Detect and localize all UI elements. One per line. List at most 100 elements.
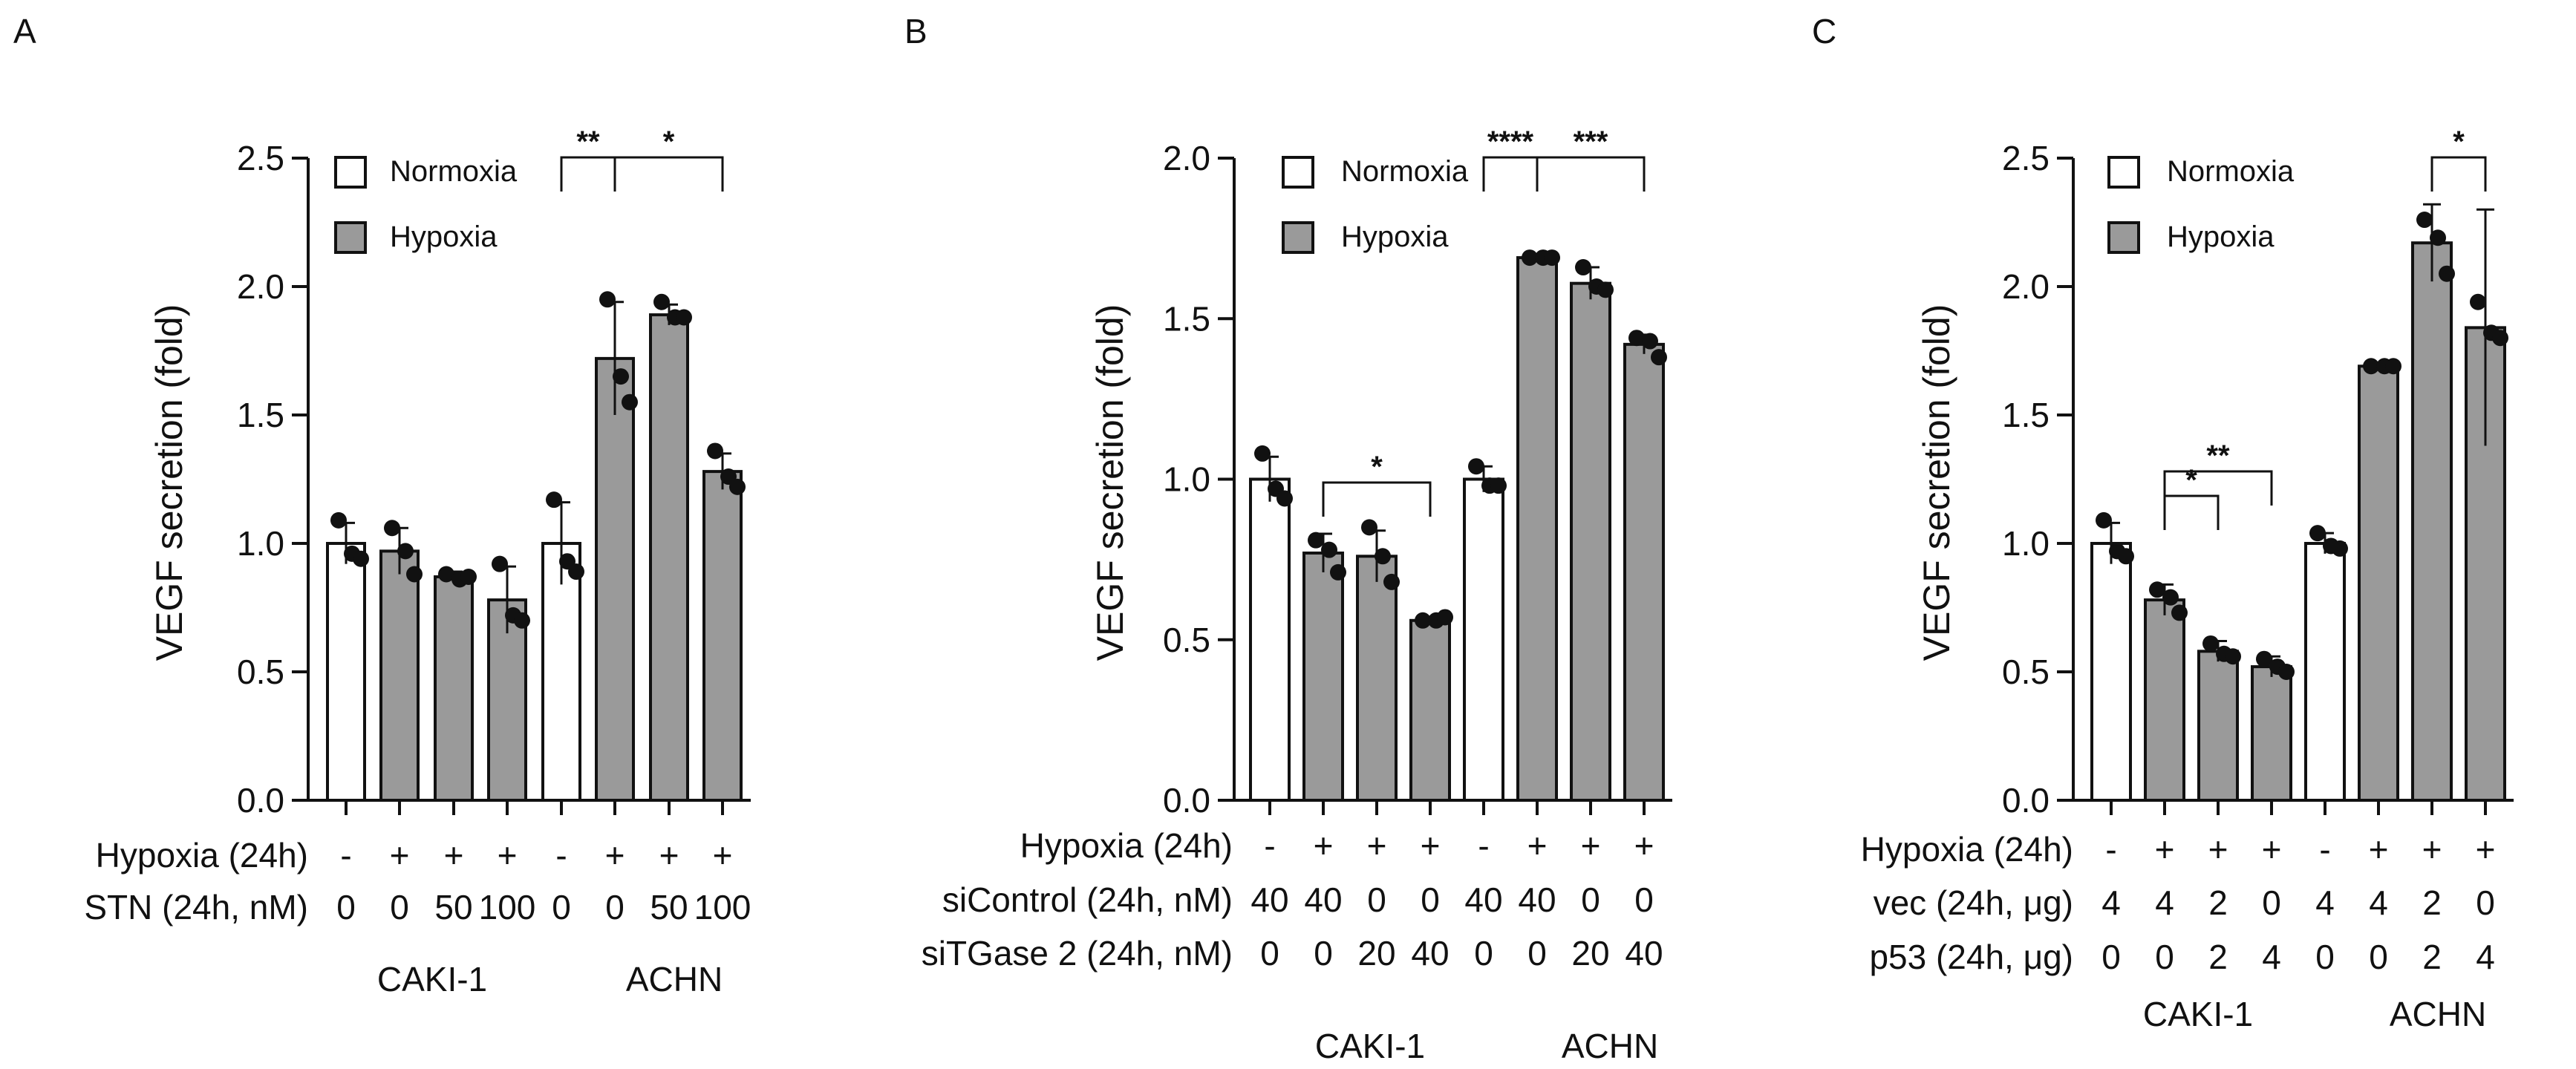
panel-a-bar	[702, 470, 743, 802]
panel-b-data-point	[1468, 458, 1484, 475]
panel-b-row-value: 0	[1581, 880, 1600, 919]
panel-c-data-point	[2332, 540, 2348, 557]
panel-c: C VEGF secretion (fold) 0.0 0.5 1.0 1.5 2.0 2…	[1812, 12, 2514, 1033]
panel-c-row-value: 0	[2315, 938, 2335, 976]
panel-a-data-point	[460, 568, 477, 585]
panel-c-legend-hypoxia-swatch	[2107, 221, 2140, 254]
panel-b-data-point	[1490, 477, 1507, 494]
panel-b-row-value: -	[1264, 826, 1275, 865]
panel-c-sig-bracket	[2430, 156, 2487, 192]
panel-b: B VEGF secretion (fold) 0.0 0.5 1.0 1.5 2.0 *…	[904, 12, 1672, 1065]
panel-a-bar	[649, 313, 689, 802]
panel-a-legend-hypoxia-swatch	[334, 221, 367, 254]
panel-a-y-axis-label: VEGF secretion (fold)	[149, 304, 190, 661]
panel-a-row-value: 50	[434, 888, 472, 926]
panel-b-sig-label: ****	[1487, 125, 1534, 158]
panel-b-row-value: 40	[1625, 934, 1663, 972]
panel-c-row-value: +	[2155, 830, 2175, 869]
panel-b-data-point	[1437, 609, 1453, 626]
panel-c-legend-hypoxia-label: Hypoxia	[2167, 220, 2275, 253]
panel-b-row-value: 40	[1411, 934, 1449, 972]
panel-a-row-value: +	[605, 836, 625, 875]
panel-b-row-value: 20	[1357, 934, 1395, 972]
panel-c-row-value: 2	[2422, 883, 2442, 922]
panel-c-row-label-hypoxia: Hypoxia (24h)	[1861, 830, 2073, 869]
panel-a-row-value: +	[444, 836, 464, 875]
panel-c-row-value: 0	[2101, 938, 2121, 976]
panel-c-legend-normoxia-label: Normoxia	[2167, 155, 2295, 188]
panel-b-row-value: 40	[1464, 880, 1502, 919]
panel-a-row-values: - + + + - + + +0 0 50 100 0 0 50 100	[336, 836, 751, 926]
panel-a-row-label-stn: STN (24h, nM)	[84, 888, 308, 926]
panel-b-group-achn: ACHN	[1562, 1027, 1658, 1065]
panel-b-data-point	[1522, 249, 1538, 267]
panel-c-data-point	[2202, 635, 2219, 652]
panel-a-data-point	[384, 520, 400, 537]
panel-b-row-value: 0	[1367, 880, 1386, 919]
panel-c-data-point	[2430, 229, 2446, 246]
panel-a-row-value: +	[713, 836, 733, 875]
panel-b-row-label-sitgase2: siTGase 2 (24h, nM)	[922, 934, 1233, 972]
panel-b-data-point	[1276, 490, 1293, 507]
panel-c-row-value: +	[2422, 830, 2442, 869]
panel-c-bar	[2411, 241, 2453, 802]
panel-c-letter: C	[1812, 12, 1836, 50]
panel-a-row-value: 50	[650, 888, 688, 926]
panel-a-row-value: +	[659, 836, 679, 875]
panel-a-sig-label: *	[663, 125, 675, 158]
panel-b-row-values: - + + + - + + +40 40 0 0 40 40 0 00 0 20 40 0 0 20 40	[1250, 826, 1663, 972]
panel-b-letter: B	[904, 12, 927, 50]
panel-c-group-caki1: CAKI-1	[2143, 995, 2253, 1033]
panel-a-row-label-hypoxia: Hypoxia (24h)	[96, 836, 308, 875]
panel-b-sig-label: *	[1371, 451, 1383, 483]
panel-a-bar	[595, 356, 635, 802]
panel-b-row-value: 40	[1518, 880, 1556, 919]
panel-a-plot: 0.00.51.01.52.02.5 ** *	[237, 125, 751, 820]
panel-a-data-point	[330, 511, 347, 529]
panel-c-bar	[2090, 542, 2132, 802]
panel-c-row-value: 4	[2315, 883, 2335, 922]
panel-a-sig-bracket	[560, 156, 616, 192]
panel-b-y-tick-label: 0.0	[1163, 781, 1210, 820]
panel-b-row-value: +	[1634, 826, 1654, 865]
panel-c-row-value: +	[2262, 830, 2282, 869]
panel-b-row-value: -	[1478, 826, 1489, 865]
panel-a-group-caki1: CAKI-1	[377, 960, 487, 998]
panel-b-row-value: 0	[1260, 934, 1279, 972]
panel-c-legend-normoxia-swatch	[2107, 156, 2140, 189]
panel-a-data-point	[613, 368, 629, 385]
panel-c-data-point	[2416, 212, 2433, 229]
panel-a-data-point	[653, 293, 670, 310]
panel-b-bar	[1356, 555, 1398, 802]
panel-a-data-point	[397, 543, 414, 560]
panel-b-row-value: 0	[1314, 934, 1333, 972]
panel-c-row-value: 4	[2155, 883, 2174, 922]
panel-c-sig-label: *	[2185, 464, 2197, 497]
panel-a-legend-hypoxia-label: Hypoxia	[390, 220, 498, 253]
panel-b-row-value: +	[1367, 826, 1387, 865]
panel-c-row-value: 2	[2208, 883, 2228, 922]
panel-a-y-tick-label: 0.0	[237, 781, 284, 820]
panel-b-data-point	[1254, 445, 1271, 462]
panel-b-data-point	[1375, 548, 1391, 565]
panel-a-bar	[434, 575, 474, 802]
panel-c-data-point	[2492, 330, 2508, 347]
panel-c-data-point	[2439, 265, 2455, 282]
panel-b-data-point	[1575, 259, 1591, 276]
panel-a-data-point	[353, 550, 369, 567]
panel-b-row-label-sicontrol: siControl (24h, nM)	[942, 880, 1233, 919]
panel-c-sig-label: **	[2206, 439, 2230, 472]
panel-a-row-value: 100	[694, 888, 751, 926]
panel-a-row-value: 0	[390, 888, 409, 926]
panel-c-row-value: 4	[2476, 938, 2495, 976]
panel-c-data-point	[2256, 650, 2272, 667]
panel-b-data-point	[1642, 333, 1658, 350]
panel-c-bar	[2304, 542, 2346, 802]
panel-c-row-value: -	[2105, 830, 2116, 869]
panel-a-y-tick-label: 1.5	[237, 396, 284, 434]
panel-a-sig-bracket	[613, 156, 724, 192]
panel-b-legend-normoxia-swatch	[1282, 156, 1314, 189]
panel-b-sig-bracket	[1482, 156, 1539, 192]
panel-a-legend-normoxia-swatch	[334, 156, 367, 189]
